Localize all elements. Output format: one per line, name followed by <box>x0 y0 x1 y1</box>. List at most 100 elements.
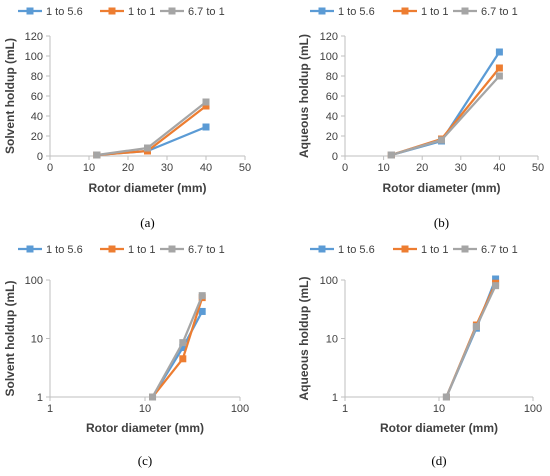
legend-label: 6.7 to 1 <box>188 244 225 256</box>
data-point <box>149 393 157 401</box>
data-point <box>179 344 187 352</box>
panel-caption: (b) <box>434 215 449 230</box>
data-point <box>179 355 187 363</box>
chart-panel-4: 1 10 100 1 10 100 Rotor diameter (mm) Aqueous h… <box>297 244 542 468</box>
y-tick-label: 1 <box>37 392 43 404</box>
x-tick-label: 30 <box>455 162 467 174</box>
legend-item-2: 1 to 1 <box>393 244 449 256</box>
x-tick-label: 10 <box>139 403 151 415</box>
y-tick-label: 40 <box>31 111 43 123</box>
data-point <box>144 144 151 152</box>
y-tick-label: 10 <box>31 334 43 346</box>
series-line-3 <box>151 295 204 398</box>
legend-item-3: 6.7 to 1 <box>453 6 518 18</box>
x-axis-label: Rotor diameter (mm) <box>88 181 206 195</box>
data-point <box>438 136 445 144</box>
x-tick-label: 30 <box>161 162 173 174</box>
y-tick-label: 20 <box>31 131 43 143</box>
x-tick-label: 10 <box>83 162 95 174</box>
y-tick-label: 60 <box>326 91 338 103</box>
x-axis-label: Rotor diameter (mm) <box>380 421 498 435</box>
legend-marker <box>461 245 469 253</box>
x-tick-label: 40 <box>493 162 505 174</box>
y-tick-label: 100 <box>320 51 338 63</box>
panel-caption: (a) <box>140 215 154 230</box>
legend-label: 1 to 5.6 <box>338 6 375 18</box>
y-tick-label: 120 <box>25 31 43 43</box>
data-point <box>198 292 206 300</box>
series-line-1 <box>96 125 207 157</box>
legend-marker <box>401 7 409 15</box>
legend-item-2: 1 to 1 <box>100 244 156 256</box>
legend-label: 1 to 1 <box>128 244 156 256</box>
x-tick-label: 20 <box>122 162 134 174</box>
y-tick-label: 40 <box>326 111 338 123</box>
chart-panel-1: 0 10 20 30 40 50 0 20 40 60 80 100 120 Rotor diameter… <box>3 6 251 230</box>
legend-label: 6.7 to 1 <box>481 244 518 256</box>
legend-marker <box>318 245 326 253</box>
x-tick-label: 0 <box>47 162 53 174</box>
legend-item-2: 1 to 1 <box>100 6 156 18</box>
data-point <box>492 275 500 283</box>
legend-marker <box>168 245 176 253</box>
legend-label: 1 to 5.6 <box>338 244 375 256</box>
legend-label: 6.7 to 1 <box>188 6 225 18</box>
series-line-1 <box>390 51 501 157</box>
x-tick-label: 50 <box>532 162 544 174</box>
y-tick-label: 10 <box>326 334 338 346</box>
data-point <box>495 64 503 72</box>
legend-item-2: 1 to 1 <box>393 6 449 18</box>
chart-panel-3: 1 10 100 1 10 100 Rotor diameter (mm) Solvent h… <box>3 244 249 468</box>
y-tick-label: 60 <box>31 91 43 103</box>
data-point <box>93 151 101 159</box>
series-line-3 <box>445 285 497 398</box>
y-tick-label: 0 <box>37 151 43 163</box>
legend-marker <box>26 245 34 253</box>
x-axis-label: Rotor diameter (mm) <box>86 421 204 435</box>
series-line-2 <box>96 105 207 157</box>
x-tick-label: 10 <box>433 403 445 415</box>
data-point <box>495 48 503 56</box>
legend-label: 1 to 5.6 <box>46 6 83 18</box>
legend-label: 1 to 1 <box>421 244 449 256</box>
legend-item-1: 1 to 5.6 <box>18 244 83 256</box>
data-point <box>198 307 206 315</box>
data-point <box>442 393 450 401</box>
data-point <box>495 72 503 80</box>
y-axis-label: Aqueous holdup (mL) <box>297 277 311 401</box>
x-tick-label: 0 <box>342 162 348 174</box>
y-tick-label: 120 <box>320 31 338 43</box>
legend-label: 1 to 1 <box>128 6 156 18</box>
y-tick-label: 20 <box>326 131 338 143</box>
x-tick-label: 1 <box>342 403 348 415</box>
legend-item-3: 6.7 to 1 <box>453 244 518 256</box>
data-point <box>492 282 500 290</box>
y-tick-label: 80 <box>326 71 338 83</box>
data-point <box>202 123 210 131</box>
data-point <box>202 102 210 110</box>
series-line-2 <box>390 67 501 157</box>
legend-label: 1 to 1 <box>421 6 449 18</box>
x-tick-label: 40 <box>200 162 212 174</box>
y-tick-label: 80 <box>31 71 43 83</box>
y-tick-label: 1 <box>332 392 338 404</box>
chart-panel-2: 0 10 20 30 40 50 0 20 40 60 80 100 120 Rotor diameter… <box>297 6 544 230</box>
legend-marker <box>108 245 116 253</box>
panel-caption: (d) <box>431 453 446 468</box>
legend-item-3: 6.7 to 1 <box>160 6 225 18</box>
legend-item-1: 1 to 5.6 <box>310 244 375 256</box>
legend-marker <box>461 7 469 15</box>
legend-marker <box>108 7 116 15</box>
legend-marker <box>26 7 34 15</box>
x-tick-label: 100 <box>524 403 542 415</box>
y-axis-label: Aqueous holdup (mL) <box>297 34 311 158</box>
x-tick-label: 20 <box>416 162 428 174</box>
y-tick-label: 100 <box>25 51 43 63</box>
legend-marker <box>168 7 176 15</box>
data-point <box>202 98 210 106</box>
legend-marker <box>318 7 326 15</box>
panel-caption: (c) <box>138 453 152 468</box>
x-axis-label: Rotor diameter (mm) <box>382 181 500 195</box>
y-tick-label: 100 <box>320 275 338 287</box>
